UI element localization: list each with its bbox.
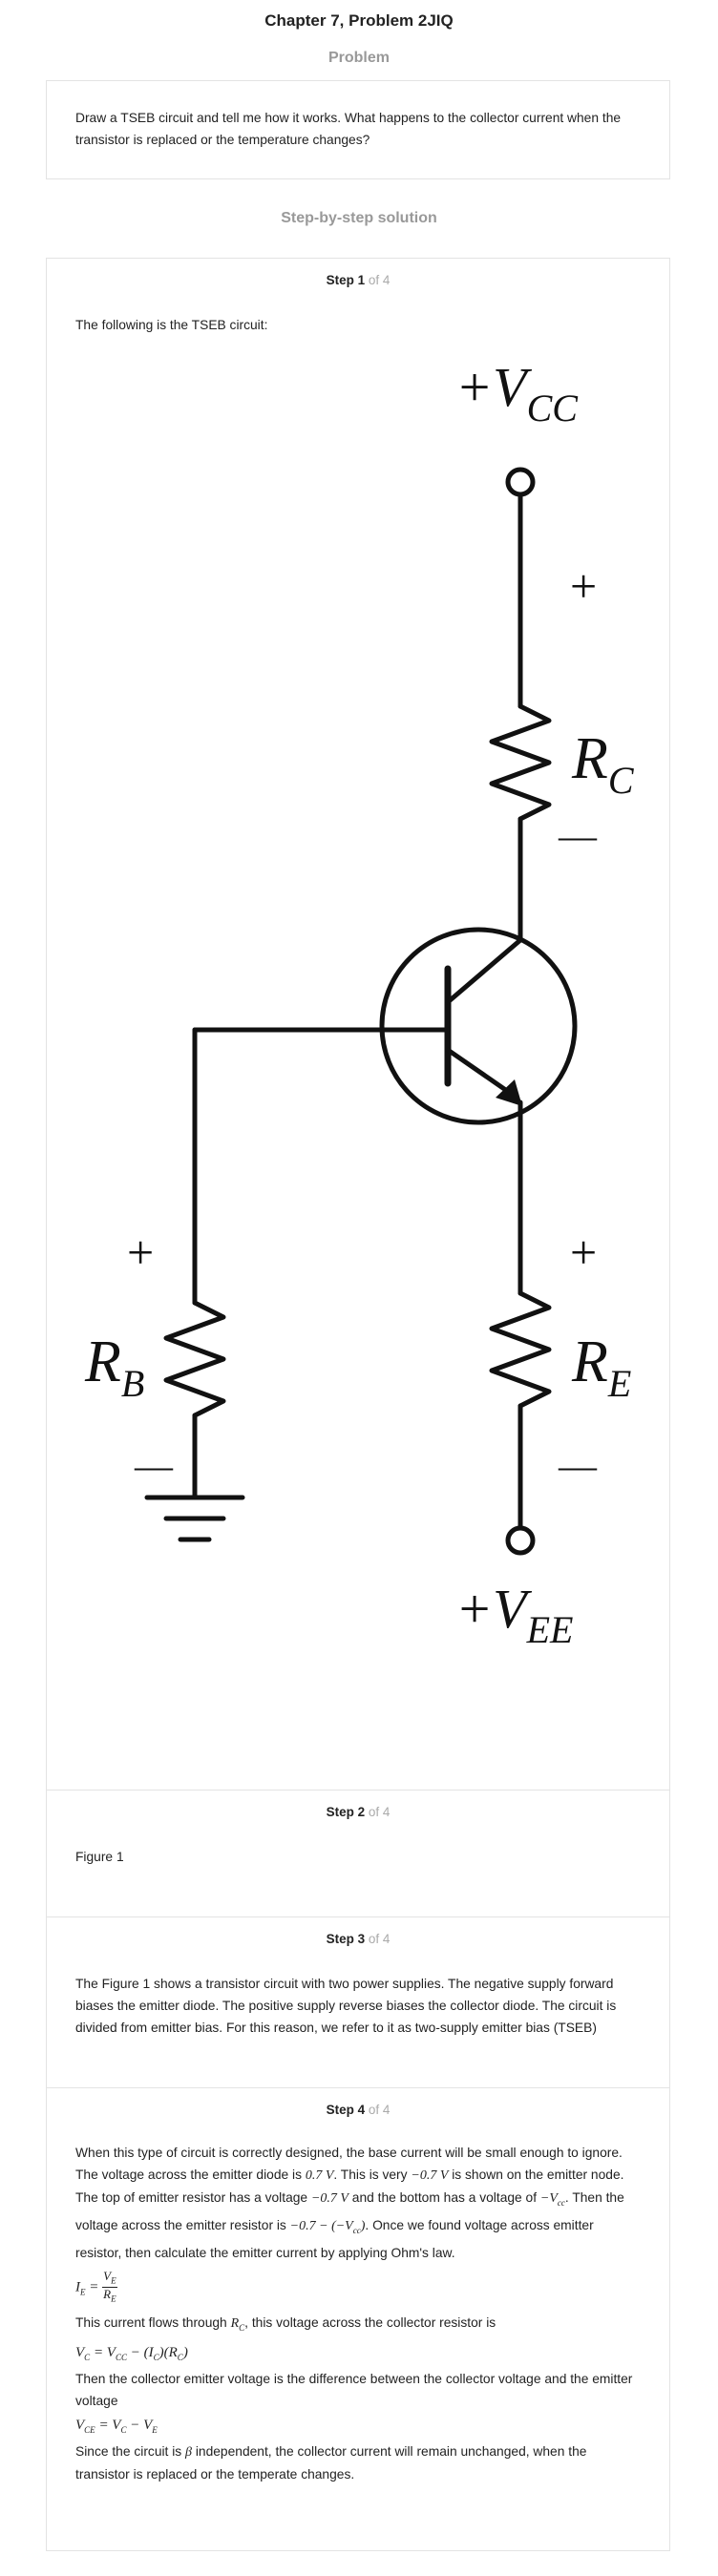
step-3-header: Step 3 of 4 bbox=[75, 1932, 641, 1946]
rb-minus: — bbox=[134, 1444, 174, 1487]
step-4-paragraph-1: When this type of circuit is correctly d… bbox=[75, 2146, 624, 2260]
re-plus: + bbox=[570, 1225, 597, 1279]
ground-symbol bbox=[144, 1495, 245, 1542]
vcc-terminal bbox=[505, 467, 536, 497]
rc-resistor bbox=[489, 703, 552, 822]
vcc-label: +VCC bbox=[455, 356, 579, 429]
rc-plus: + bbox=[570, 559, 597, 613]
step-4-number: Step 4 bbox=[326, 2103, 366, 2117]
rc-minus: — bbox=[558, 814, 598, 857]
rb-resistor bbox=[163, 1300, 226, 1418]
step-4-paragraph-2: This current flows through RC, this volt… bbox=[75, 2314, 496, 2333]
vee-label: +VEE bbox=[455, 1578, 573, 1651]
emitter-arrow bbox=[496, 1079, 522, 1106]
step-1-text: The following is the TSEB circuit: bbox=[75, 318, 268, 332]
step-3-text: The Figure 1 shows a transistor circuit … bbox=[75, 1977, 617, 2035]
problem-heading: Problem bbox=[327, 50, 390, 66]
step-4-of: of 4 bbox=[368, 2103, 391, 2117]
step-1-card: Step 1 of 4 The following is the TSEB ci… bbox=[46, 258, 670, 1791]
re-resistor bbox=[489, 1290, 552, 1409]
problem-text: Draw a TSEB circuit and tell me how it w… bbox=[75, 111, 622, 147]
transistor-body bbox=[379, 927, 578, 1125]
re-label: RE bbox=[571, 1330, 631, 1405]
step-3-of: of 4 bbox=[368, 1932, 391, 1946]
step-1-of: of 4 bbox=[368, 273, 391, 287]
step-2-number: Step 2 bbox=[326, 1805, 366, 1819]
step-1-number: Step 1 bbox=[326, 273, 366, 287]
step-3-card: Step 3 of 4 The Figure 1 shows a transis… bbox=[46, 1916, 670, 2088]
step-2-card: Step 2 of 4 Figure 1 bbox=[46, 1790, 670, 1917]
collector-emitter-voltage-equation: VCE = VC − VE bbox=[75, 2417, 158, 2435]
re-minus: — bbox=[558, 1444, 598, 1487]
page-title: Chapter 7, Problem 2JIQ bbox=[264, 11, 454, 30]
tseb-circuit-diagram: +VCC + RC — + RB — + RE — +VEE bbox=[84, 356, 635, 1651]
rb-label: RB bbox=[84, 1330, 144, 1405]
problem-card: Draw a TSEB circuit and tell me how it w… bbox=[46, 80, 670, 179]
collector-voltage-equation: VC = VCC − (IC)(RC) bbox=[75, 2344, 188, 2362]
step-4-header: Step 4 of 4 bbox=[75, 2103, 641, 2117]
rb-plus: + bbox=[127, 1225, 154, 1279]
vee-terminal bbox=[505, 1525, 536, 1556]
step-1-header: Step 1 of 4 bbox=[75, 273, 641, 287]
step-2-header: Step 2 of 4 bbox=[75, 1805, 641, 1819]
solution-heading: Step-by-step solution bbox=[281, 210, 437, 226]
step-2-of: of 4 bbox=[368, 1805, 391, 1819]
rc-label: RC bbox=[571, 726, 635, 802]
step-4-card: Step 4 of 4 When this type of circuit is… bbox=[46, 2087, 670, 2551]
emitter-current-equation: IE = VE RE bbox=[75, 2268, 117, 2304]
step-4-paragraph-4: Since the circuit is β independent, the … bbox=[75, 2443, 587, 2482]
step-4-paragraph-3: Then the collector emitter voltage is th… bbox=[75, 2371, 633, 2408]
step-2-text: Figure 1 bbox=[75, 1850, 124, 1864]
step-3-number: Step 3 bbox=[326, 1932, 366, 1946]
